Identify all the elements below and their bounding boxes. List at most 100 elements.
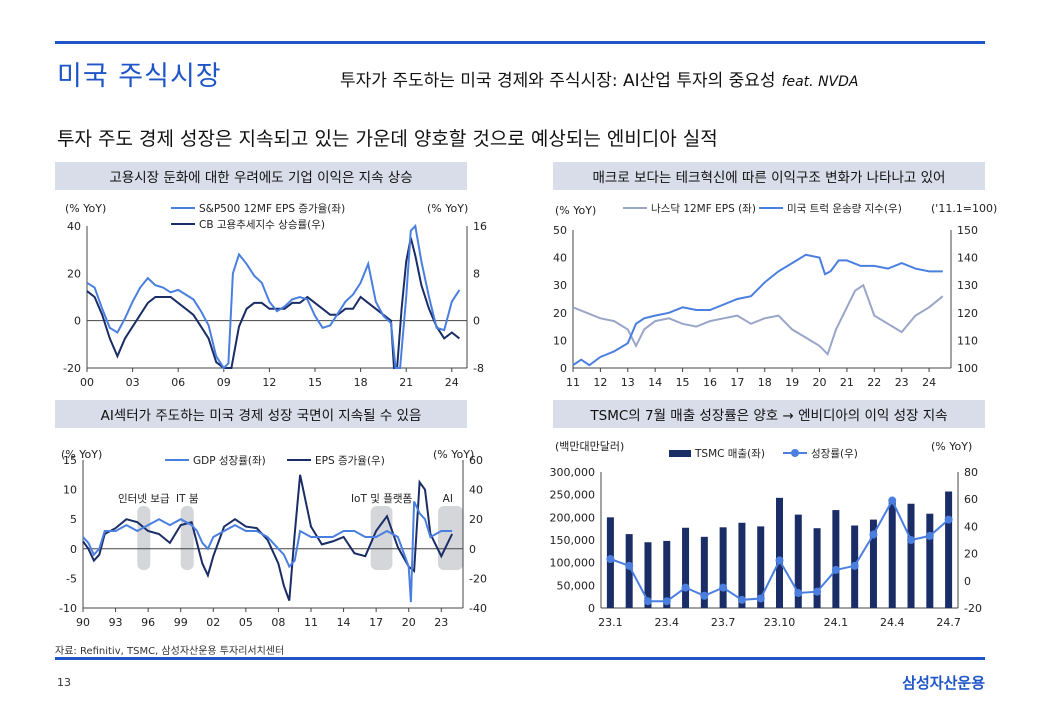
y-tick-left: 250,000 [550, 489, 596, 502]
y-tick-left: 15 [63, 454, 77, 467]
panel-header-1: 고용시장 둔화에 대한 우려에도 기업 이익은 지속 상승 [55, 162, 467, 190]
page-number: 13 [57, 676, 71, 689]
y-tick-left: 0 [70, 543, 77, 556]
growth-point [850, 561, 859, 570]
x-tick-label: 06 [171, 376, 185, 389]
legend-label: 성장률(우) [811, 448, 858, 460]
legend-label: 나스닥 12MF EPS (좌) [651, 203, 756, 215]
growth-point [831, 565, 840, 574]
y-tick-right: 150 [957, 224, 978, 237]
era-annotation: IT 붐 [176, 493, 199, 505]
y-tick-left: 200,000 [550, 511, 596, 524]
y-tick-right: 16 [473, 220, 487, 233]
x-tick-label: 15 [676, 376, 690, 389]
growth-point [719, 583, 728, 592]
chart-tsmc-revenue: (백만대만달러) (% YoY) TSMC 매출(좌) 성장률(우) 300,000 25… [550, 440, 982, 629]
growth-point [869, 530, 878, 539]
y-tick-right: -20 [964, 602, 982, 615]
y-tick-right: 40 [469, 484, 483, 497]
x-tick-label: 11 [304, 616, 318, 629]
growth-point [944, 515, 953, 524]
x-tick-label: 24 [445, 376, 459, 389]
x-tick-label: 23 [434, 616, 448, 629]
growth-point [681, 583, 690, 592]
revenue-bar [832, 510, 840, 608]
panel-header-3: AI섹터가 주도하는 미국 경제 성장 국면이 지속될 수 있음 [55, 400, 467, 428]
page-title: 미국 주식시장 [57, 61, 222, 92]
x-tick-label: 23.4 [655, 616, 680, 629]
x-tick-label: 02 [206, 616, 220, 629]
revenue-bar [776, 497, 783, 608]
revenue-bar [794, 514, 802, 608]
y-tick-left: 20 [553, 307, 567, 320]
x-tick-label: 23.7 [711, 616, 736, 629]
revenue-bar [663, 540, 671, 608]
y-tick-left: -5 [66, 572, 77, 585]
x-tick-label: 21 [840, 376, 854, 389]
y-tick-left: 10 [63, 484, 77, 497]
y-tick-left: 150,000 [550, 534, 596, 547]
x-tick-label: 22 [867, 376, 881, 389]
x-tick-label: 09 [217, 376, 231, 389]
x-tick-label: 17 [730, 376, 744, 389]
x-tick-label: 17 [369, 616, 383, 629]
x-tick-label: 24.1 [824, 616, 849, 629]
revenue-bar [738, 522, 746, 608]
x-tick-label: 12 [593, 376, 607, 389]
revenue-bar [719, 527, 727, 608]
growth-point [700, 591, 709, 600]
x-tick-label: 93 [109, 616, 123, 629]
y-tick-right: 110 [957, 334, 978, 347]
y-tick-right: 20 [964, 548, 978, 561]
revenue-bar [945, 491, 953, 608]
x-tick-label: 13 [621, 376, 635, 389]
y-tick-left: 5 [70, 513, 77, 526]
y-tick-left: 10 [553, 334, 567, 347]
series-line [82, 474, 453, 601]
chart-eps-vs-employment: (% YoY) (% YoY) S&P500 12MF EPS 증가율(좌) CB 고… [63, 202, 487, 389]
y-tick-right: 0 [473, 315, 480, 328]
panel-header-2: 매크로 보다는 테크혁신에 따른 이익구조 변화가 나타나고 있어 [553, 162, 985, 190]
left-unit-label: (% YoY) [61, 448, 102, 461]
x-tick-label: 23.10 [764, 616, 796, 629]
y-tick-right: -20 [469, 572, 487, 585]
x-tick-label: 15 [308, 376, 322, 389]
x-tick-label: 14 [337, 616, 351, 629]
legend-label: 미국 트럭 운송량 지수(우) [787, 203, 902, 215]
x-tick-label: 12 [262, 376, 276, 389]
revenue-bar [644, 542, 652, 608]
right-unit-label: ('11.1=100) [931, 202, 997, 215]
y-tick-left: 40 [553, 252, 567, 265]
x-tick-label: 18 [758, 376, 772, 389]
x-tick-label: 08 [271, 616, 285, 629]
y-tick-left: 20 [67, 267, 81, 280]
growth-point [625, 561, 634, 570]
revenue-bar [625, 534, 633, 608]
y-tick-right: 40 [964, 520, 978, 533]
series-line [572, 253, 943, 367]
series-line [86, 237, 461, 369]
page-subtitle-text: 투자가 주도하는 미국 경제와 주식시장: AI산업 투자의 중요성 [340, 71, 776, 91]
y-tick-right: -8 [473, 362, 484, 375]
x-tick-label: 19 [785, 376, 799, 389]
y-tick-right: 8 [473, 267, 480, 280]
page-subtitle: 투자가 주도하는 미국 경제와 주식시장: AI산업 투자의 중요성 feat. … [340, 66, 858, 91]
source-note: 자료: Refinitiv, TSMC, 삼성자산운용 투자리서치센터 [55, 646, 285, 657]
right-unit-label: (% YoY) [427, 202, 468, 215]
page-subtitle-feat: feat. NVDA [781, 74, 859, 90]
revenue-bar [813, 528, 821, 608]
x-tick-label: 24.7 [936, 616, 961, 629]
growth-point [888, 496, 897, 505]
left-unit-label: (% YoY) [555, 204, 596, 217]
highlight-band [137, 506, 151, 570]
y-tick-left: 30 [553, 279, 567, 292]
y-tick-right: 0 [964, 575, 971, 588]
growth-point [775, 556, 784, 565]
growth-point [643, 597, 652, 606]
legend-label: EPS 증가율(우) [315, 455, 385, 467]
y-tick-left: -10 [59, 602, 77, 615]
legend-label: GDP 성장률(좌) [193, 455, 266, 467]
x-tick-label: 11 [566, 376, 580, 389]
x-tick-label: 24 [922, 376, 936, 389]
y-tick-right: 120 [957, 307, 978, 320]
